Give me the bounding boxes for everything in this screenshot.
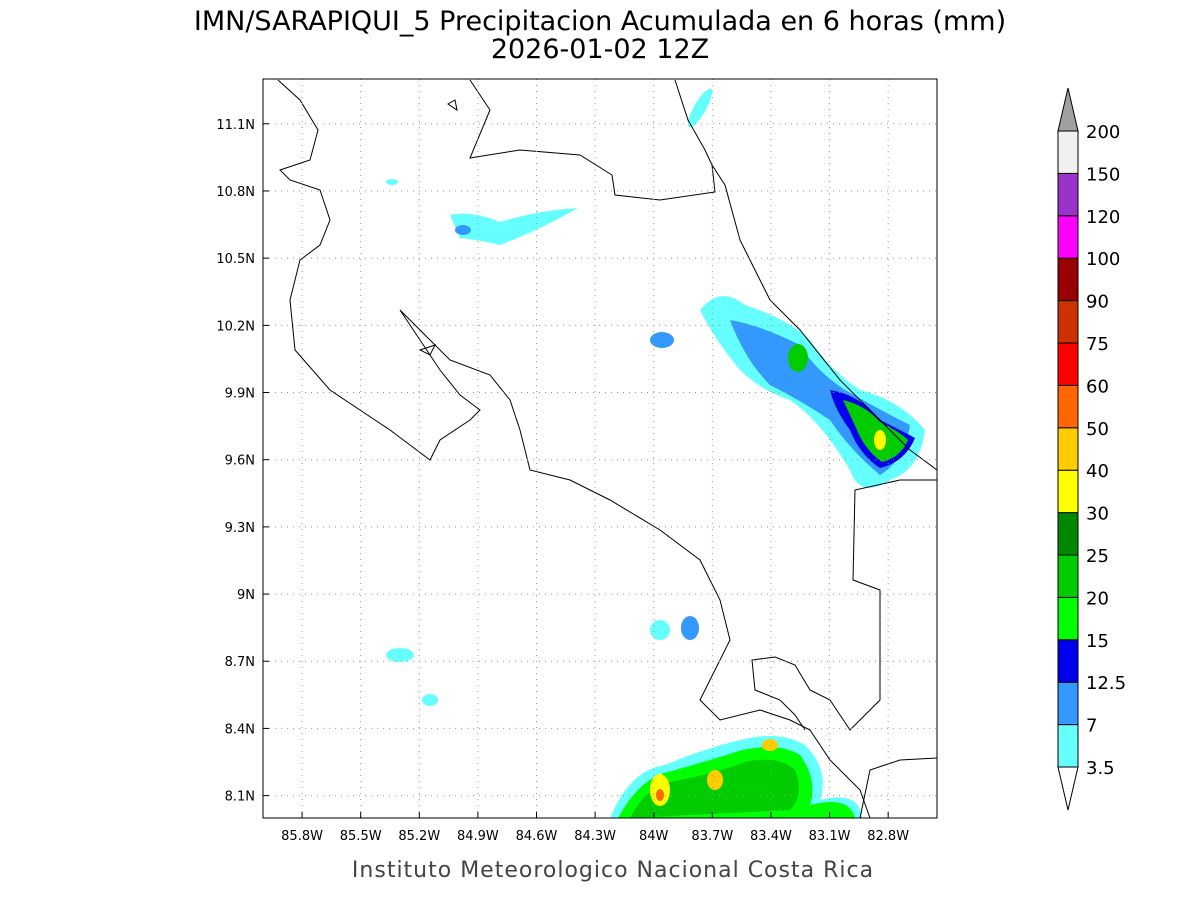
precip-area — [650, 332, 674, 348]
colorbar-box — [1057, 130, 1079, 174]
y-tick-label: 10.5N — [216, 252, 255, 267]
colorbar-box — [1057, 257, 1079, 302]
y-tick-label: 10.2N — [216, 319, 255, 334]
x-tick-label: 83.1W — [809, 829, 851, 844]
precip-area — [687, 88, 713, 128]
colorbar-box — [1057, 215, 1079, 259]
precip-area — [656, 789, 664, 801]
map-frame — [262, 78, 938, 819]
precip-area — [874, 430, 886, 450]
precip-area — [455, 225, 471, 235]
colorbar-label: 75 — [1086, 334, 1109, 355]
colorbar-box — [1057, 596, 1079, 641]
precip-area — [762, 739, 778, 751]
colorbar-label: 90 — [1086, 292, 1109, 313]
panama-border — [751, 479, 937, 731]
grid — [263, 79, 937, 818]
x-tick-label: 83.7W — [691, 829, 733, 844]
colorbar-label: 15 — [1086, 631, 1109, 652]
footer: Instituto Meteorologico Nacional Costa R… — [352, 858, 874, 883]
y-tick-label: 8.7N — [225, 655, 255, 670]
colorbar-label: 20 — [1086, 588, 1109, 609]
colorbar-box — [1057, 469, 1079, 514]
y-tick-label: 9.3N — [225, 521, 255, 536]
precip-fields — [386, 88, 925, 818]
precip-area — [386, 648, 414, 662]
y-tick-label: 10.8N — [216, 185, 255, 200]
y-tick-label: 9.6N — [225, 454, 255, 469]
colorbar-box — [1057, 427, 1079, 471]
coastlines — [277, 79, 937, 818]
colorbar-label: 7 — [1086, 716, 1097, 737]
colorbar-label: 120 — [1086, 207, 1120, 228]
precip-area — [681, 616, 699, 640]
colorbar-label: 50 — [1086, 419, 1109, 440]
y-tick-label: 11.1N — [216, 118, 255, 133]
y-tick-label: 9.9N — [225, 387, 255, 402]
colorbar-over — [1057, 87, 1079, 132]
x-tick-label: 84W — [639, 829, 669, 844]
islands — [418, 99, 458, 356]
colorbar-box — [1057, 681, 1079, 726]
precip-area — [843, 400, 908, 462]
precip-area — [650, 620, 670, 640]
colorbar-label: 60 — [1086, 376, 1109, 397]
precip-area — [707, 770, 723, 790]
caribbean-border — [469, 79, 937, 471]
colorbar-box — [1057, 300, 1079, 344]
x-tick-label: 84.6W — [516, 829, 558, 844]
panama-coast — [859, 757, 937, 818]
colorbar-label: 200 — [1086, 122, 1120, 143]
colorbar-box — [1057, 512, 1079, 556]
colorbar-box — [1057, 384, 1079, 429]
y-tick-label: 9N — [237, 588, 255, 603]
precip-area — [788, 344, 808, 372]
colorbar-label: 100 — [1086, 249, 1120, 270]
colorbar-label: 25 — [1086, 546, 1109, 567]
colorbar-label: 30 — [1086, 504, 1109, 525]
colorbar-box — [1057, 639, 1079, 683]
colorbar-box — [1057, 724, 1079, 768]
colorbar-box — [1057, 172, 1079, 217]
colorbar-label: 3.5 — [1086, 758, 1115, 779]
colorbar-box — [1057, 554, 1079, 598]
precip-area — [386, 179, 398, 185]
y-tick-label: 8.4N — [225, 722, 255, 737]
precip-area — [422, 694, 438, 706]
x-tick-label: 83.4W — [750, 829, 792, 844]
precip-area — [450, 208, 578, 245]
subtitle: 2026-01-02 12Z — [491, 34, 709, 65]
colorbar-box — [1057, 342, 1079, 386]
colorbar-label: 12.5 — [1086, 673, 1126, 694]
colorbar: 3.5 7 12.5 15 20 25 30 40 50 60 75 90 100 120 150 200 — [1057, 87, 1126, 811]
x-tick-label: 84.3W — [574, 829, 616, 844]
x-tick-label: 84.9W — [457, 829, 499, 844]
colorbar-under — [1057, 766, 1079, 811]
x-tick-label: 85.8W — [281, 829, 323, 844]
colorbar-label: 40 — [1086, 461, 1109, 482]
x-tick-label: 85.5W — [340, 829, 382, 844]
nicaragua-coast — [674, 79, 713, 166]
x-tick-label: 82.8W — [867, 829, 909, 844]
x-tick-label: 85.2W — [398, 829, 440, 844]
pacific-coast — [277, 79, 871, 818]
map-area — [262, 78, 938, 819]
title: IMN/SARAPIQUI_5 Precipitacion Acumulada … — [194, 6, 1006, 37]
y-tick-label: 8.1N — [225, 790, 255, 805]
colorbar-label: 150 — [1086, 164, 1120, 185]
